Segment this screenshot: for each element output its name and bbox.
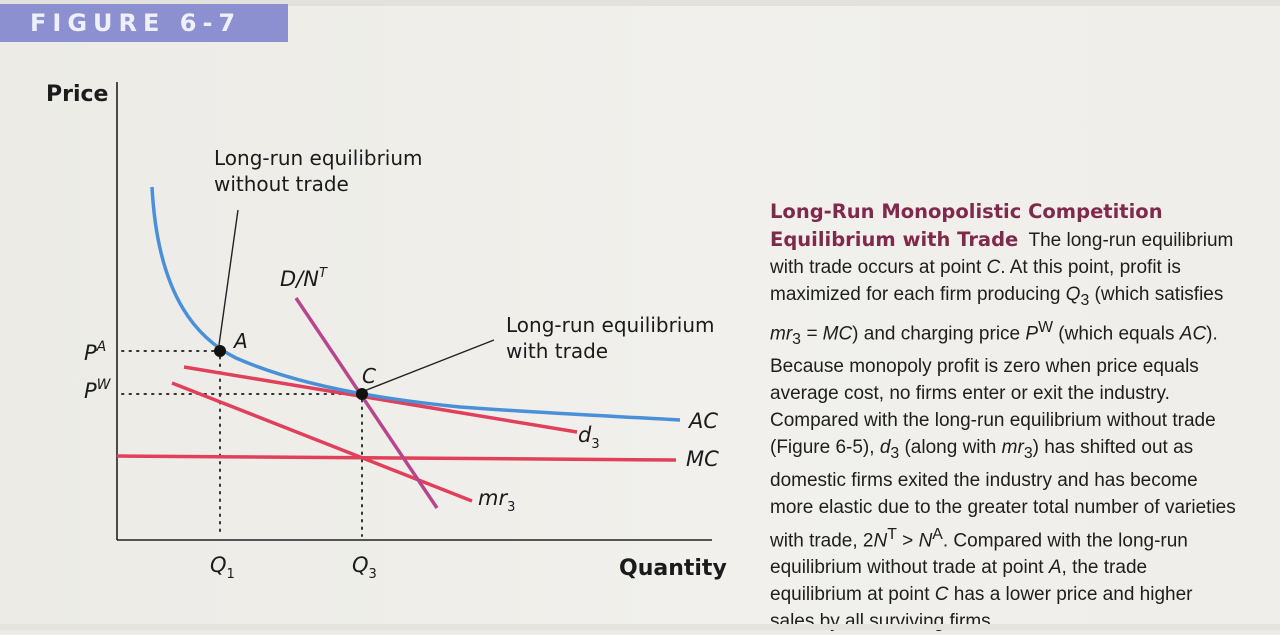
caption-text-9: . Compared with the long-run equilibrium… bbox=[770, 530, 1188, 579]
no-trade-leader bbox=[218, 209, 239, 346]
caption-title: Long-Run Monopolistic Competition Equili… bbox=[770, 200, 1163, 251]
mr3-label-sub: 3 bbox=[507, 500, 515, 515]
caption-text-1: The long-run equilibrium with trade occu… bbox=[770, 230, 1234, 278]
point-c-dot bbox=[356, 388, 368, 400]
caption-mr3-b: mr bbox=[1001, 436, 1024, 458]
top-rule bbox=[0, 0, 1280, 6]
caption-d3: d bbox=[879, 436, 891, 458]
trade-annotation-line2: with trade bbox=[506, 339, 608, 363]
caption-nt-sup: T bbox=[887, 525, 897, 543]
caption-q3: Q bbox=[1065, 284, 1081, 305]
caption-pw-sup: W bbox=[1038, 318, 1054, 336]
caption-na: N bbox=[918, 530, 933, 552]
d3-label: d3 bbox=[578, 423, 600, 452]
caption: Long-Run Monopolistic Competition Equili… bbox=[770, 198, 1240, 635]
trade-leader bbox=[363, 339, 495, 392]
caption-text-2: . At this point, profit is maximized for… bbox=[770, 257, 1181, 305]
point-a-label: A bbox=[232, 329, 248, 353]
mc-label: MC bbox=[686, 447, 719, 471]
figure-tag: FIGURE 6-7 bbox=[0, 4, 288, 42]
q3-label: Q3 bbox=[352, 553, 377, 582]
d3-label-main: d bbox=[578, 423, 592, 447]
no-trade-annotation-line1: Long-run equilibrium bbox=[214, 146, 423, 170]
demand-label-main: D/N bbox=[280, 267, 319, 291]
caption-text-10: , the trade equilibrium at point bbox=[770, 557, 1148, 606]
caption-point-c: C bbox=[986, 257, 1001, 278]
ac-curve bbox=[150, 186, 681, 422]
mr3-label-main: mr bbox=[478, 486, 508, 510]
diagram: Price Quantity A C PA PW Q1 Q3 Long-run … bbox=[46, 82, 727, 582]
x-axis-title: Quantity bbox=[619, 556, 727, 581]
q1-sub: 1 bbox=[227, 567, 235, 582]
caption-nt: N bbox=[873, 530, 888, 552]
caption-text-4: ) and charging price bbox=[852, 323, 1026, 345]
demand-label: D/NT bbox=[280, 266, 328, 291]
q1-label: Q1 bbox=[210, 553, 235, 582]
demand-line bbox=[294, 297, 439, 509]
q3-sub: 3 bbox=[369, 567, 377, 582]
caption-d3-sub: 3 bbox=[890, 444, 900, 462]
pw-label: PW bbox=[84, 377, 112, 403]
caption-text-7: (along with bbox=[899, 436, 1002, 458]
point-a-dot bbox=[214, 345, 226, 357]
trade-annotation-line1: Long-run equilibrium bbox=[506, 313, 715, 337]
caption-pw: P bbox=[1025, 323, 1039, 345]
caption-eq-mc: = MC bbox=[800, 323, 853, 345]
y-axis-title: Price bbox=[46, 82, 108, 107]
caption-point-c-2: C bbox=[934, 584, 949, 606]
d3-line bbox=[183, 365, 578, 434]
caption-mr3-sub: 3 bbox=[792, 330, 801, 348]
caption-text-8: ) has shifted out as domestic firms exit… bbox=[770, 436, 1236, 552]
point-c-label: C bbox=[362, 364, 376, 388]
caption-ac: AC bbox=[1179, 323, 1207, 345]
pa-label: PA bbox=[84, 339, 106, 365]
caption-text-3: (which satisfies bbox=[1089, 284, 1224, 305]
pw-sup: W bbox=[97, 377, 112, 393]
caption-mr3: mr bbox=[770, 323, 793, 345]
mc-line bbox=[116, 454, 677, 462]
caption-text-6: ). Because monopoly profit is zero when … bbox=[770, 323, 1218, 458]
caption-mr3-b-sub: 3 bbox=[1023, 444, 1033, 462]
no-trade-annotation-line2: without trade bbox=[214, 172, 349, 196]
d3-label-sub: 3 bbox=[591, 437, 599, 452]
pa-sup: A bbox=[96, 339, 107, 355]
caption-point-a: A bbox=[1048, 557, 1062, 579]
caption-na-sup: A bbox=[932, 525, 943, 543]
caption-gt: > bbox=[896, 530, 919, 552]
caption-text-5: (which equals bbox=[1053, 323, 1180, 345]
bottom-rule bbox=[0, 624, 1280, 630]
caption-q3-sub: 3 bbox=[1080, 291, 1090, 309]
demand-label-sup: T bbox=[319, 266, 328, 281]
mr3-line bbox=[171, 381, 473, 503]
ac-label: AC bbox=[687, 409, 718, 433]
mr3-label: mr3 bbox=[478, 486, 515, 515]
